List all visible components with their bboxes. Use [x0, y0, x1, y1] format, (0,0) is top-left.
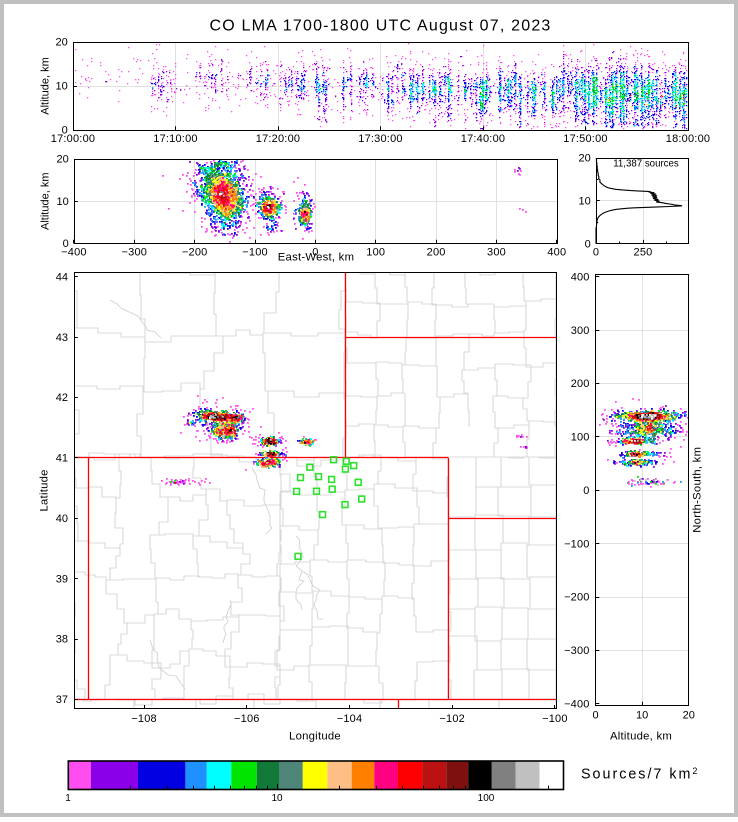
- svg-text:10: 10: [636, 710, 648, 722]
- svg-text:20: 20: [683, 710, 695, 722]
- svg-text:Altitude, km: Altitude, km: [610, 731, 672, 743]
- svg-text:North-South, km: North-South, km: [692, 447, 704, 533]
- svg-text:17:10:00: 17:10:00: [153, 133, 197, 145]
- svg-text:−100: −100: [542, 713, 568, 725]
- svg-text:400: 400: [571, 271, 590, 283]
- svg-text:20: 20: [56, 37, 68, 49]
- svg-text:43: 43: [56, 332, 68, 344]
- svg-text:300: 300: [571, 325, 590, 337]
- svg-text:0: 0: [312, 247, 318, 259]
- svg-text:−300: −300: [122, 247, 148, 259]
- svg-text:1: 1: [65, 793, 71, 804]
- svg-text:CO LMA 1700-1800 UTC August 07: CO LMA 1700-1800 UTC August 07, 2023: [209, 18, 551, 35]
- svg-text:39: 39: [56, 573, 68, 585]
- svg-text:17:20:00: 17:20:00: [256, 133, 300, 145]
- svg-text:East-West, km: East-West, km: [278, 252, 354, 264]
- svg-text:17:50:00: 17:50:00: [563, 133, 607, 145]
- svg-text:Longitude: Longitude: [289, 731, 341, 743]
- svg-text:41: 41: [56, 453, 68, 465]
- svg-text:100: 100: [478, 793, 495, 804]
- svg-text:10: 10: [56, 81, 68, 93]
- svg-text:0: 0: [62, 125, 68, 137]
- svg-text:−200: −200: [182, 247, 208, 259]
- svg-text:300: 300: [487, 247, 506, 259]
- svg-text:400: 400: [547, 247, 566, 259]
- svg-text:44: 44: [56, 271, 68, 283]
- svg-text:20: 20: [579, 153, 591, 165]
- svg-text:0: 0: [592, 710, 598, 722]
- svg-text:−300: −300: [564, 645, 589, 657]
- svg-text:−100: −100: [242, 247, 268, 259]
- svg-text:0: 0: [583, 485, 589, 497]
- svg-text:0: 0: [63, 238, 69, 250]
- svg-text:38: 38: [56, 634, 68, 646]
- svg-text:−100: −100: [564, 538, 589, 550]
- svg-text:−400: −400: [564, 698, 589, 710]
- svg-text:17:00:00: 17:00:00: [51, 133, 95, 145]
- svg-text:Latitude: Latitude: [39, 469, 51, 511]
- svg-text:18:00:00: 18:00:00: [666, 133, 710, 145]
- svg-text:17:30:00: 17:30:00: [358, 133, 402, 145]
- svg-text:−400: −400: [61, 247, 87, 259]
- svg-text:10: 10: [271, 793, 283, 804]
- svg-text:200: 200: [571, 378, 590, 390]
- svg-text:40: 40: [56, 513, 68, 525]
- svg-text:0: 0: [593, 247, 599, 259]
- svg-text:−200: −200: [564, 592, 589, 604]
- svg-text:Altitude, km: Altitude, km: [40, 57, 52, 114]
- svg-text:250: 250: [634, 247, 653, 259]
- svg-text:Altitude, km: Altitude, km: [40, 173, 52, 230]
- svg-text:37: 37: [56, 694, 68, 706]
- svg-text:−106: −106: [234, 713, 260, 725]
- svg-text:11,387 sources: 11,387 sources: [613, 159, 679, 170]
- svg-text:0: 0: [585, 238, 591, 250]
- svg-text:10: 10: [57, 196, 69, 208]
- svg-text:100: 100: [366, 247, 385, 259]
- svg-text:200: 200: [427, 247, 446, 259]
- svg-text:10: 10: [579, 195, 591, 207]
- svg-text:Sources/7 km2: Sources/7 km2: [581, 766, 699, 783]
- svg-text:−102: −102: [439, 713, 465, 725]
- svg-text:42: 42: [56, 392, 68, 404]
- svg-text:17:40:00: 17:40:00: [461, 133, 505, 145]
- svg-text:−104: −104: [337, 713, 363, 725]
- svg-text:−108: −108: [131, 713, 157, 725]
- svg-text:20: 20: [57, 154, 69, 166]
- svg-text:100: 100: [571, 432, 590, 444]
